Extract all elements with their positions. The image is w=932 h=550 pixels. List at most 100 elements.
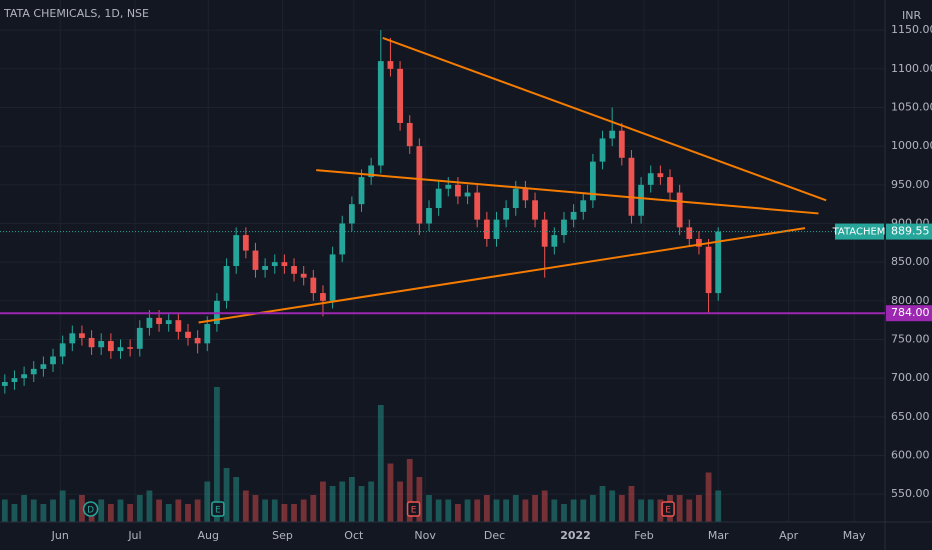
candle-body [281, 262, 288, 267]
volume-bar [397, 481, 403, 522]
candle-body [358, 177, 365, 205]
candle-body [590, 161, 596, 201]
candle-body [107, 341, 114, 352]
volume-bar [628, 486, 635, 522]
volume-bar [368, 481, 375, 522]
y-tick-label: 600.00 [891, 448, 930, 461]
candle-body [40, 364, 47, 369]
volume-bar [281, 504, 288, 522]
candle-body [676, 192, 683, 228]
candle-body [705, 246, 712, 294]
candle-body [348, 204, 355, 224]
candle-body [483, 219, 490, 239]
candle-body [426, 208, 432, 224]
volume-bar [561, 504, 567, 522]
candle-body [262, 266, 269, 270]
x-tick-label: Aug [197, 529, 218, 542]
candle-body [368, 165, 375, 178]
event-label: D [87, 506, 94, 516]
volume-bar [194, 499, 201, 522]
event-label: E [215, 506, 221, 516]
volume-bar [117, 499, 124, 522]
volume-bar [522, 499, 529, 522]
volume-bar [204, 481, 211, 522]
candle-body [570, 211, 577, 220]
candle-body [117, 347, 124, 352]
volume-bar [262, 499, 269, 522]
y-tick-label: 1150.00 [891, 23, 932, 36]
candle-body [175, 320, 182, 332]
last-price-label: 889.55 [891, 225, 930, 238]
volume-bar [320, 481, 326, 522]
candle-body [416, 146, 423, 224]
volume-bar [79, 495, 85, 522]
y-tick-label: 700.00 [891, 371, 930, 384]
x-tick-label: Dec [484, 529, 505, 542]
candle-body [387, 61, 394, 69]
volume-bar [676, 495, 683, 522]
volume-bar [686, 499, 693, 522]
volume-bar [107, 504, 114, 522]
x-tick-label: Apr [779, 529, 799, 542]
candle-body [686, 227, 693, 239]
x-tick-label: Nov [414, 529, 436, 542]
event-label: E [665, 506, 671, 516]
candle-body [532, 200, 538, 220]
candle-body [397, 68, 403, 123]
candle-body [59, 343, 66, 357]
candle-body [320, 293, 326, 301]
volume-bar [30, 499, 37, 522]
candle-body [696, 238, 702, 247]
y-tick-label: 1050.00 [891, 100, 932, 113]
candle-body [377, 61, 384, 166]
volume-bar [638, 499, 644, 522]
candle-body [455, 184, 461, 197]
volume-bar [541, 490, 548, 522]
volume-bar [580, 499, 587, 522]
volume-bar [11, 504, 18, 522]
volume-bar [310, 495, 317, 522]
event-icon [211, 501, 225, 517]
volume-bar [69, 499, 76, 522]
candle-body [156, 317, 162, 325]
volume-bar [185, 504, 191, 522]
volume-bar [705, 472, 712, 522]
volume-bar [590, 495, 596, 522]
candle-body [445, 184, 452, 189]
candle-body [300, 273, 307, 278]
candle-body [541, 219, 548, 247]
volume-bar [223, 468, 230, 522]
support-tag [886, 305, 932, 322]
candle-body [50, 356, 56, 365]
candle-body [194, 337, 201, 344]
candle-body [30, 368, 37, 375]
symbol-tag [835, 223, 884, 240]
candle-body [493, 219, 500, 239]
candle-body [79, 333, 85, 338]
candle-body [223, 266, 230, 301]
candle-body [464, 192, 471, 197]
x-tick-label: Sep [272, 529, 293, 542]
volume-bar [358, 486, 365, 522]
volume-bar [464, 499, 471, 522]
candle-body [551, 235, 558, 247]
candle-body [599, 138, 606, 162]
candle-body [406, 122, 413, 147]
candle-body [512, 188, 519, 209]
volume-bar [493, 499, 500, 522]
candle-body [165, 320, 172, 325]
event-icon [406, 501, 421, 517]
trendline [316, 169, 819, 215]
candle-body [233, 235, 240, 267]
candle-body [618, 130, 625, 158]
volume-bar [252, 495, 259, 522]
trendline [198, 227, 806, 324]
volume-bar [156, 499, 162, 522]
y-tick-label: 650.00 [891, 410, 930, 423]
last-price-tag [886, 223, 932, 240]
volume-bar [165, 504, 172, 522]
volume-bar [455, 504, 461, 522]
volume-bar [98, 499, 105, 522]
